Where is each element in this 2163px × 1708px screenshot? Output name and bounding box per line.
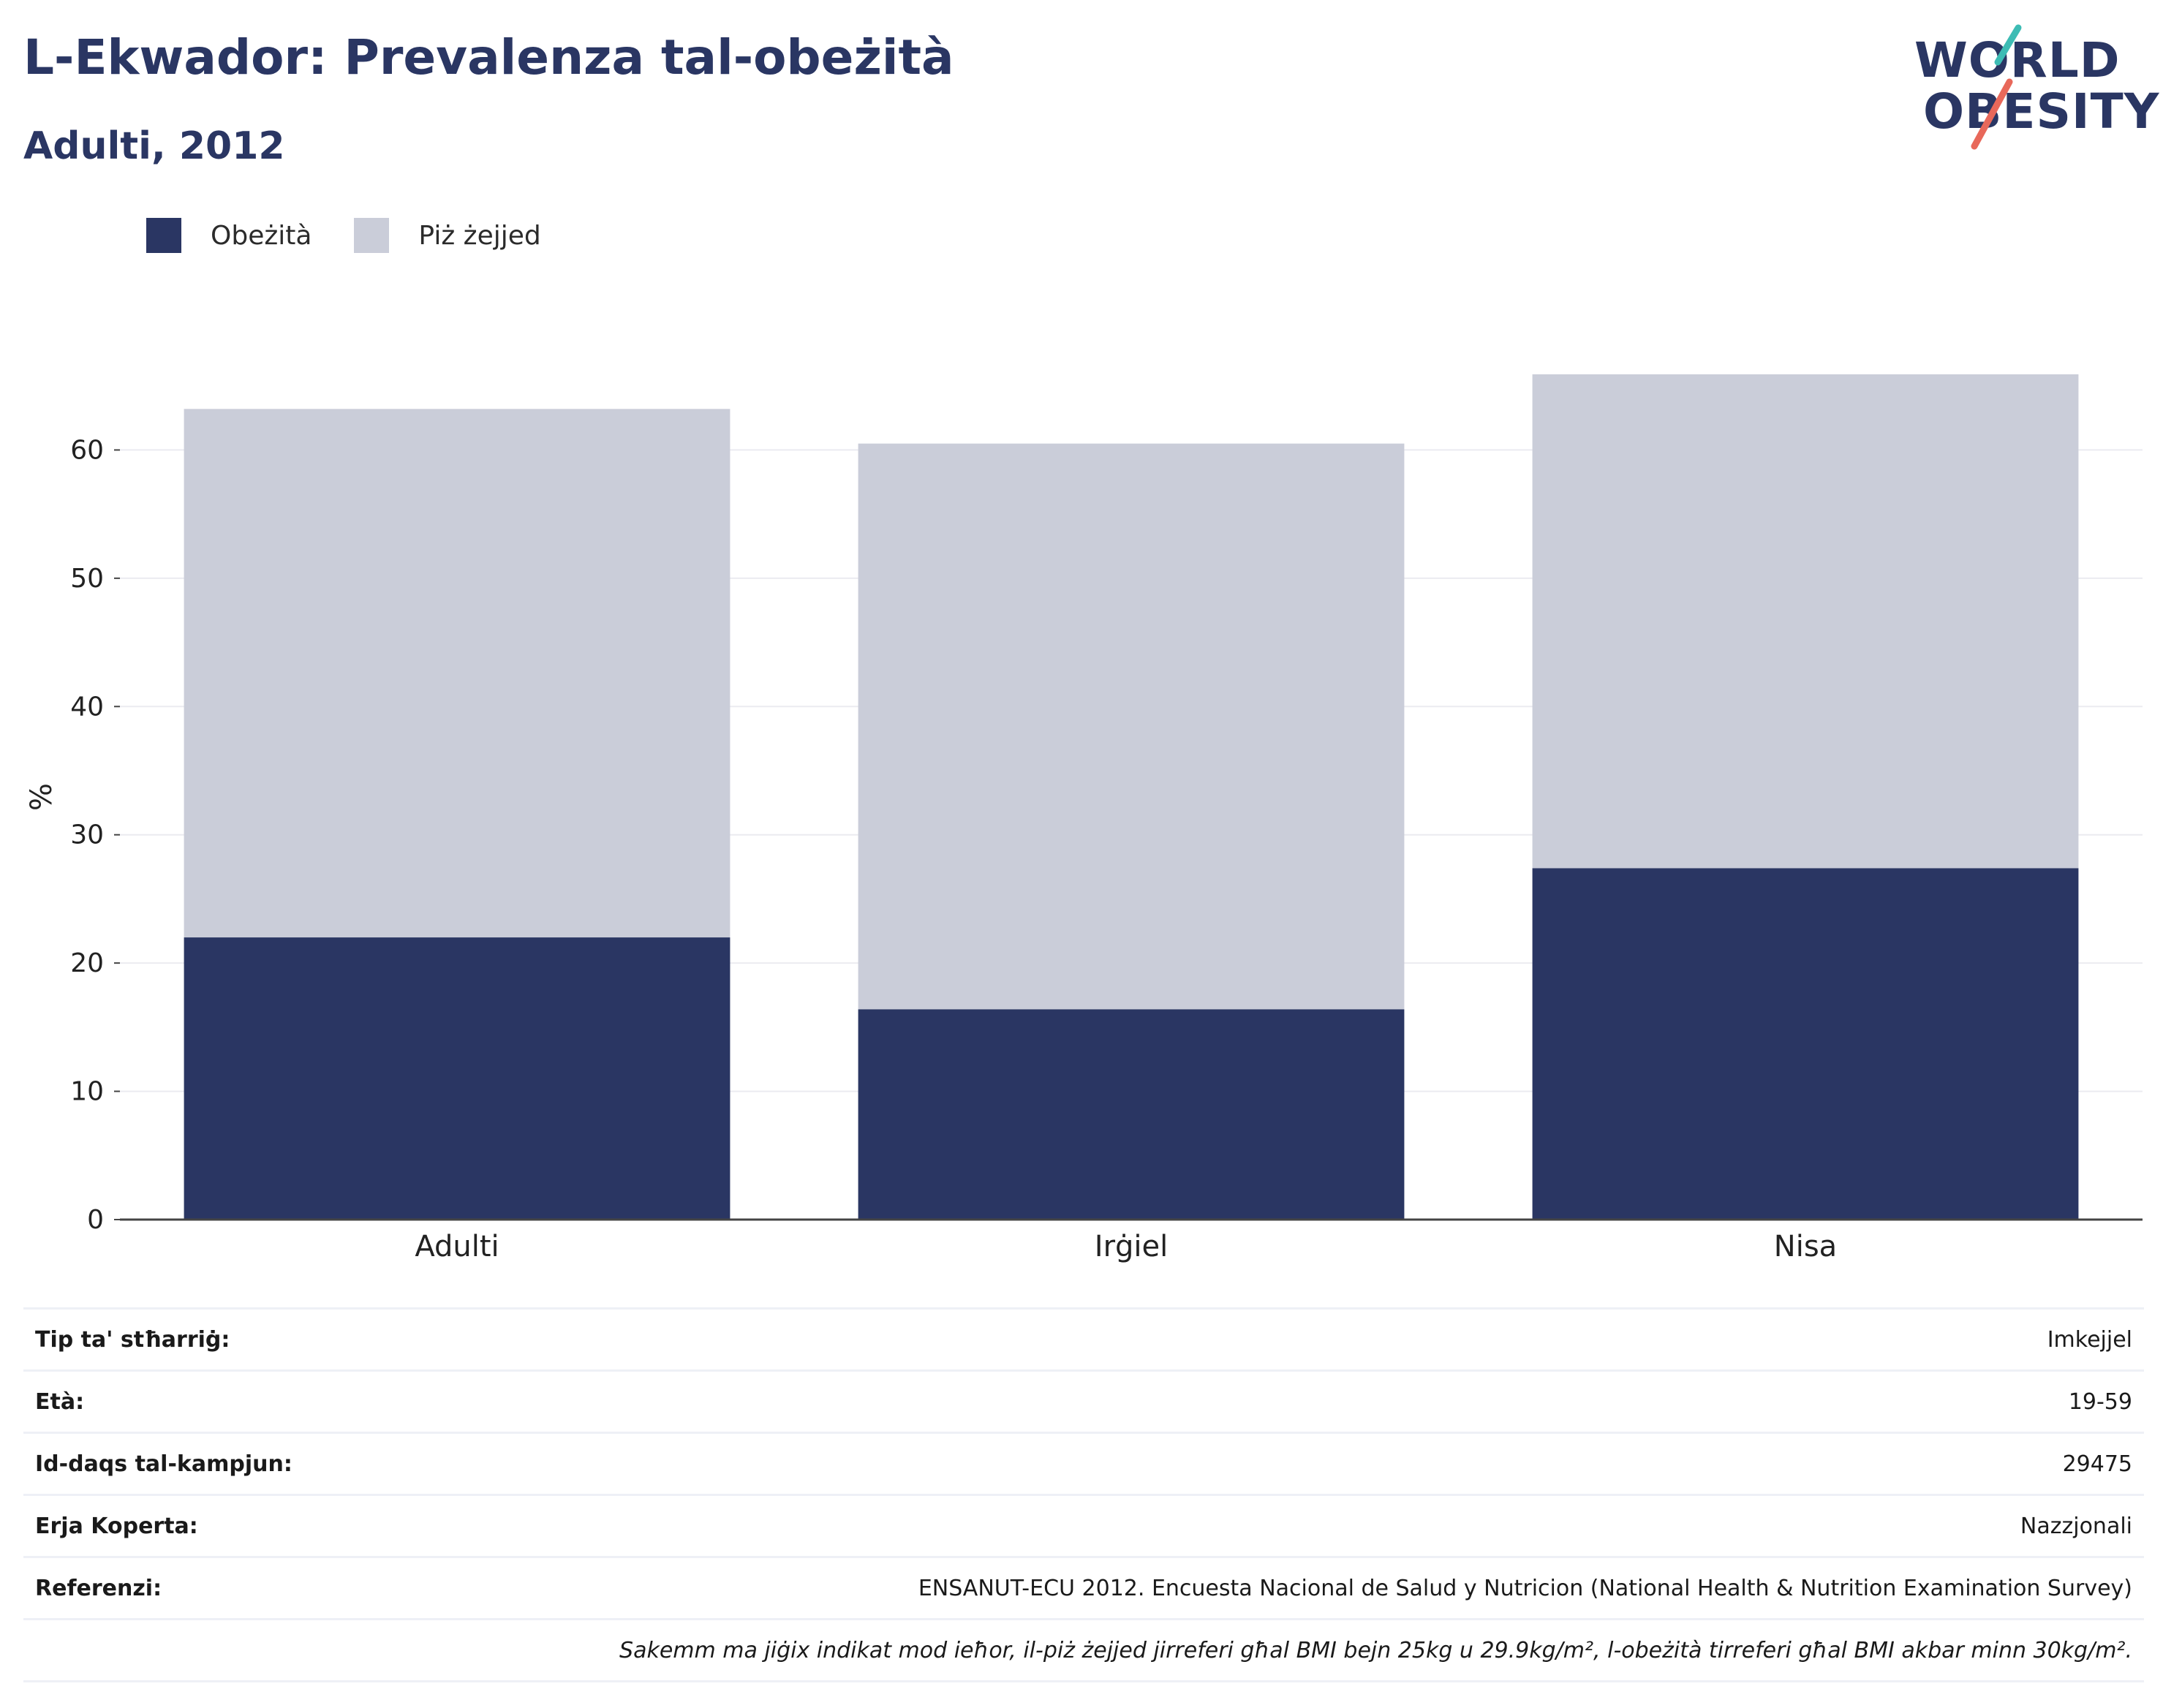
info-value: 29475 bbox=[415, 1432, 2144, 1495]
bar-overweight bbox=[858, 443, 1405, 1010]
legend-item-overweight: Piż żejjed bbox=[354, 218, 541, 253]
info-row-reference: Referenzi: ENSANUT-ECU 2012. Encuesta Na… bbox=[23, 1556, 2144, 1620]
legend-label-obesity: Obeżità bbox=[211, 220, 312, 251]
x-tick-label: Nisa bbox=[1774, 1230, 1837, 1263]
info-label: Erja Koperta: bbox=[23, 1494, 416, 1557]
y-tick-label: 10 bbox=[70, 1077, 104, 1107]
world-obesity-logo: WORLD OBESITY bbox=[1901, 22, 2159, 154]
info-row-note: Sakemm ma jiġix indikat mod ieħor, il-pi… bbox=[23, 1618, 2144, 1682]
info-label: Tip ta' stħarriġ: bbox=[23, 1307, 416, 1371]
bar-obesity bbox=[1532, 868, 2079, 1220]
info-value: ENSANUT-ECU 2012. Encuesta Nacional de S… bbox=[415, 1556, 2144, 1620]
logo-line-2: OBESITY bbox=[1923, 83, 2160, 140]
info-row-survey-type: Tip ta' stħarriġ: Imkejjel bbox=[23, 1307, 2144, 1371]
logo-slash-icon bbox=[1971, 24, 2022, 150]
y-tick-label: 20 bbox=[70, 948, 104, 978]
bar-overweight bbox=[184, 409, 731, 938]
info-value: Imkejjel bbox=[415, 1307, 2144, 1371]
survey-info-table: Tip ta' stħarriġ: Imkejjel Età: 19-59 Id… bbox=[23, 1307, 2144, 1682]
legend-item-obesity: Obeżità bbox=[146, 218, 312, 253]
info-row-area: Erja Koperta: Nazzjonali bbox=[23, 1494, 2144, 1557]
bar-obesity bbox=[184, 937, 731, 1220]
chart-subtitle: Adulti, 2012 bbox=[23, 124, 285, 168]
y-tick-label: 60 bbox=[70, 435, 104, 465]
bar-obesity bbox=[858, 1009, 1405, 1220]
info-row-age: Età: 19-59 bbox=[23, 1369, 2144, 1433]
chart-legend: Obeżità Piż żejjed bbox=[146, 218, 584, 253]
footnote: Sakemm ma jiġix indikat mod ieħor, il-pi… bbox=[23, 1618, 2144, 1682]
logo-line-1: WORLD bbox=[1914, 32, 2121, 88]
y-tick-label: 30 bbox=[70, 820, 104, 850]
info-row-sample-size: Id-daqs tal-kampjun: 29475 bbox=[23, 1432, 2144, 1495]
x-tick-label: Irġiel bbox=[1095, 1230, 1168, 1263]
chart-title: L-Ekwador: Prevalenza tal-obeżità bbox=[23, 29, 954, 86]
legend-swatch-obesity bbox=[146, 218, 181, 253]
legend-swatch-overweight bbox=[354, 218, 390, 253]
info-label: Referenzi: bbox=[23, 1556, 416, 1620]
stacked-bar-chart: 0 10 20 30 40 50 60% Adulti Irġiel Nisa bbox=[25, 374, 2143, 1263]
info-label: Età: bbox=[23, 1369, 416, 1433]
info-label: Id-daqs tal-kampjun: bbox=[23, 1432, 416, 1495]
info-value: 19-59 bbox=[415, 1369, 2144, 1433]
y-tick-label: 50 bbox=[70, 564, 104, 594]
legend-label-overweight: Piż żejjed bbox=[418, 220, 541, 251]
y-tick-label: 40 bbox=[70, 692, 104, 722]
bar-overweight bbox=[1532, 374, 2079, 869]
x-tick-label: Adulti bbox=[415, 1230, 499, 1263]
y-tick-label: 0 bbox=[87, 1205, 104, 1235]
y-axis-label: % bbox=[25, 783, 58, 811]
info-value: Nazzjonali bbox=[415, 1494, 2144, 1557]
